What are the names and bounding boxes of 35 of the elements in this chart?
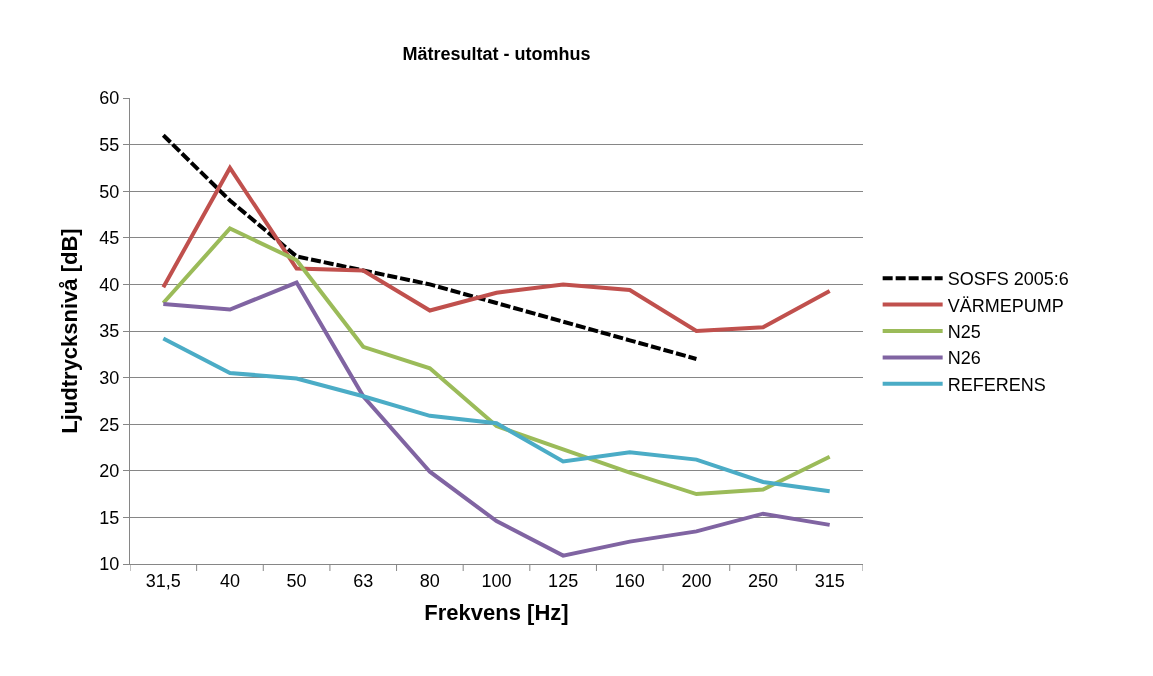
x-tick-label: 50	[286, 570, 307, 591]
legend-label: VÄRMEPUMP	[947, 295, 1064, 316]
legend-label: REFERENS	[947, 374, 1046, 395]
chart-title: Mätresultat - utomhus	[402, 43, 591, 64]
y-tick-label: 45	[99, 228, 120, 249]
legend-label: N26	[947, 348, 981, 369]
y-tick-label: 15	[99, 507, 120, 528]
x-tick-label: 160	[614, 570, 645, 591]
x-tick-label: 315	[814, 570, 845, 591]
y-tick-label: 40	[99, 274, 120, 295]
x-tick-label: 125	[548, 570, 579, 591]
x-axis-title: Frekvens [Hz]	[424, 600, 569, 626]
line-series	[161, 133, 699, 361]
x-tick-label: 100	[481, 570, 512, 591]
y-tick-label: 60	[99, 88, 120, 109]
line-series	[161, 336, 832, 494]
y-tick-label: 25	[99, 414, 120, 435]
line-series	[161, 280, 832, 558]
line-series	[161, 165, 832, 333]
y-axis-title: Ljudtrycksnivå [dB]	[57, 228, 83, 434]
y-tick-label: 55	[99, 134, 120, 155]
y-tick-label: 50	[99, 181, 120, 202]
y-tick-label: 30	[99, 367, 120, 388]
y-tick-label: 20	[99, 461, 120, 482]
line-series	[161, 226, 832, 497]
x-tick-label: 31,5	[145, 570, 181, 591]
x-tick-label: 40	[219, 570, 240, 591]
y-tick-label: 10	[99, 554, 120, 575]
x-tick-label: 63	[353, 570, 374, 591]
x-tick-label: 200	[681, 570, 712, 591]
x-tick-label: 250	[748, 570, 779, 591]
x-tick-label: 80	[419, 570, 440, 591]
legend-label: SOSFS 2005:6	[947, 269, 1069, 290]
legend-label: N25	[947, 322, 981, 343]
y-tick-label: 35	[99, 321, 120, 342]
